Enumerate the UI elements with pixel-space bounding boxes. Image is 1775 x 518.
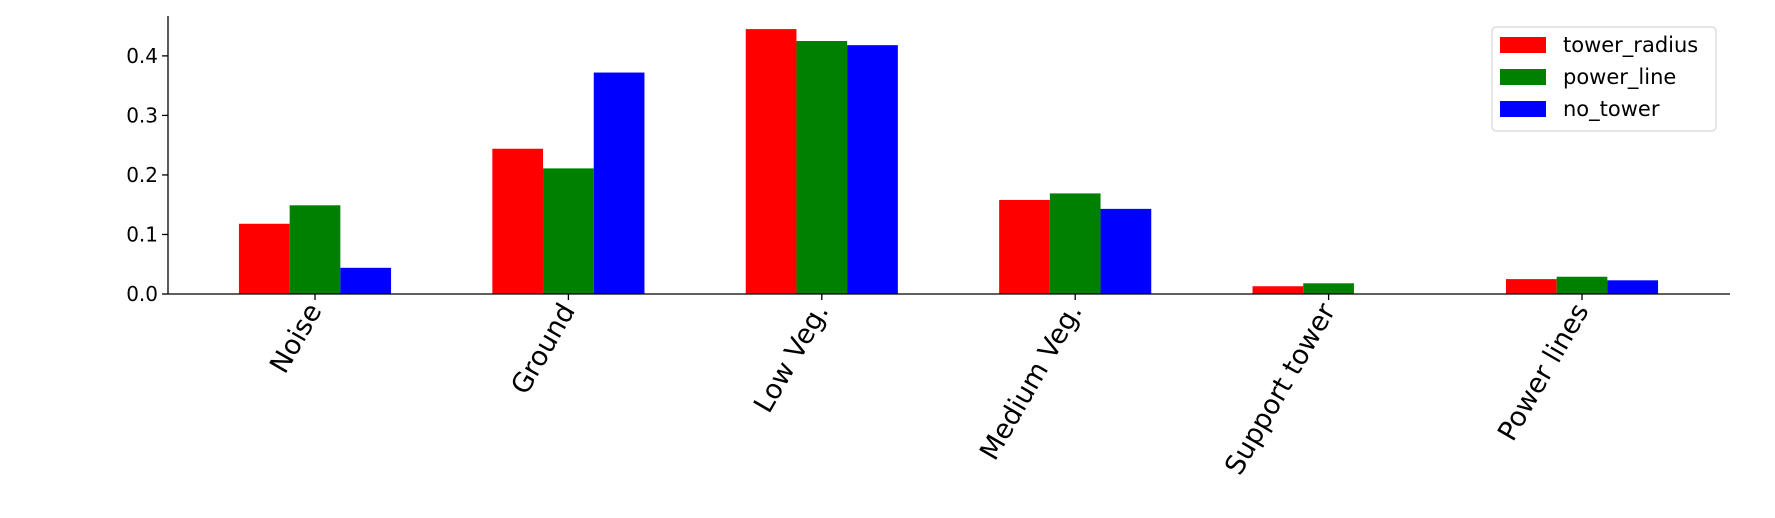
y-tick-label: 0.0 [126, 282, 158, 306]
x-category-label: Low Veg. [748, 298, 835, 418]
bar-no_tower-5 [1607, 280, 1659, 294]
bar-no_tower-0 [340, 267, 392, 294]
legend-label: tower_radius [1563, 33, 1698, 58]
y-tick-label: 0.1 [126, 222, 158, 246]
y-tick-label: 0.4 [126, 44, 158, 68]
x-category-label: Noise [264, 298, 328, 378]
bar-power_line-2 [796, 41, 848, 294]
bar-tower_radius-2 [745, 29, 797, 294]
legend-label: no_tower [1563, 97, 1660, 122]
x-category-label: Support tower [1219, 297, 1342, 480]
y-tick-label: 0.2 [126, 163, 158, 187]
legend-label: power_line [1563, 65, 1676, 90]
bar-tower_radius-0 [238, 223, 290, 294]
x-category-label: Ground [505, 298, 582, 400]
x-category-label: Medium Veg. [974, 298, 1088, 465]
bar-tower_radius-1 [492, 148, 544, 294]
bar-power_line-4 [1303, 283, 1354, 294]
bar-tower_radius-5 [1505, 279, 1557, 294]
bar-power_line-5 [1556, 276, 1608, 294]
x-category-label: Power lines [1492, 298, 1595, 446]
legend: tower_radius power_line no_tower [1491, 26, 1717, 132]
legend-swatch-no_tower [1500, 101, 1546, 117]
bar-power_line-3 [1049, 193, 1101, 294]
bar-power_line-0 [289, 205, 341, 294]
bars-group [238, 29, 1659, 294]
legend-box [1491, 26, 1717, 132]
bar-no_tower-3 [1100, 208, 1152, 294]
legend-swatch-tower_radius [1500, 37, 1546, 53]
axes-group: 0.0 0.1 0.2 0.3 0.4 Noise Ground Low Veg. Medium… [126, 16, 1730, 480]
y-tick-label: 0.3 [126, 103, 158, 127]
bar-no_tower-2 [847, 45, 898, 294]
bar-tower_radius-3 [999, 199, 1050, 294]
legend-swatch-power_line [1500, 69, 1546, 85]
bar-tower_radius-4 [1252, 286, 1304, 294]
bar-power_line-1 [543, 168, 594, 294]
bar-no_tower-1 [593, 72, 645, 294]
